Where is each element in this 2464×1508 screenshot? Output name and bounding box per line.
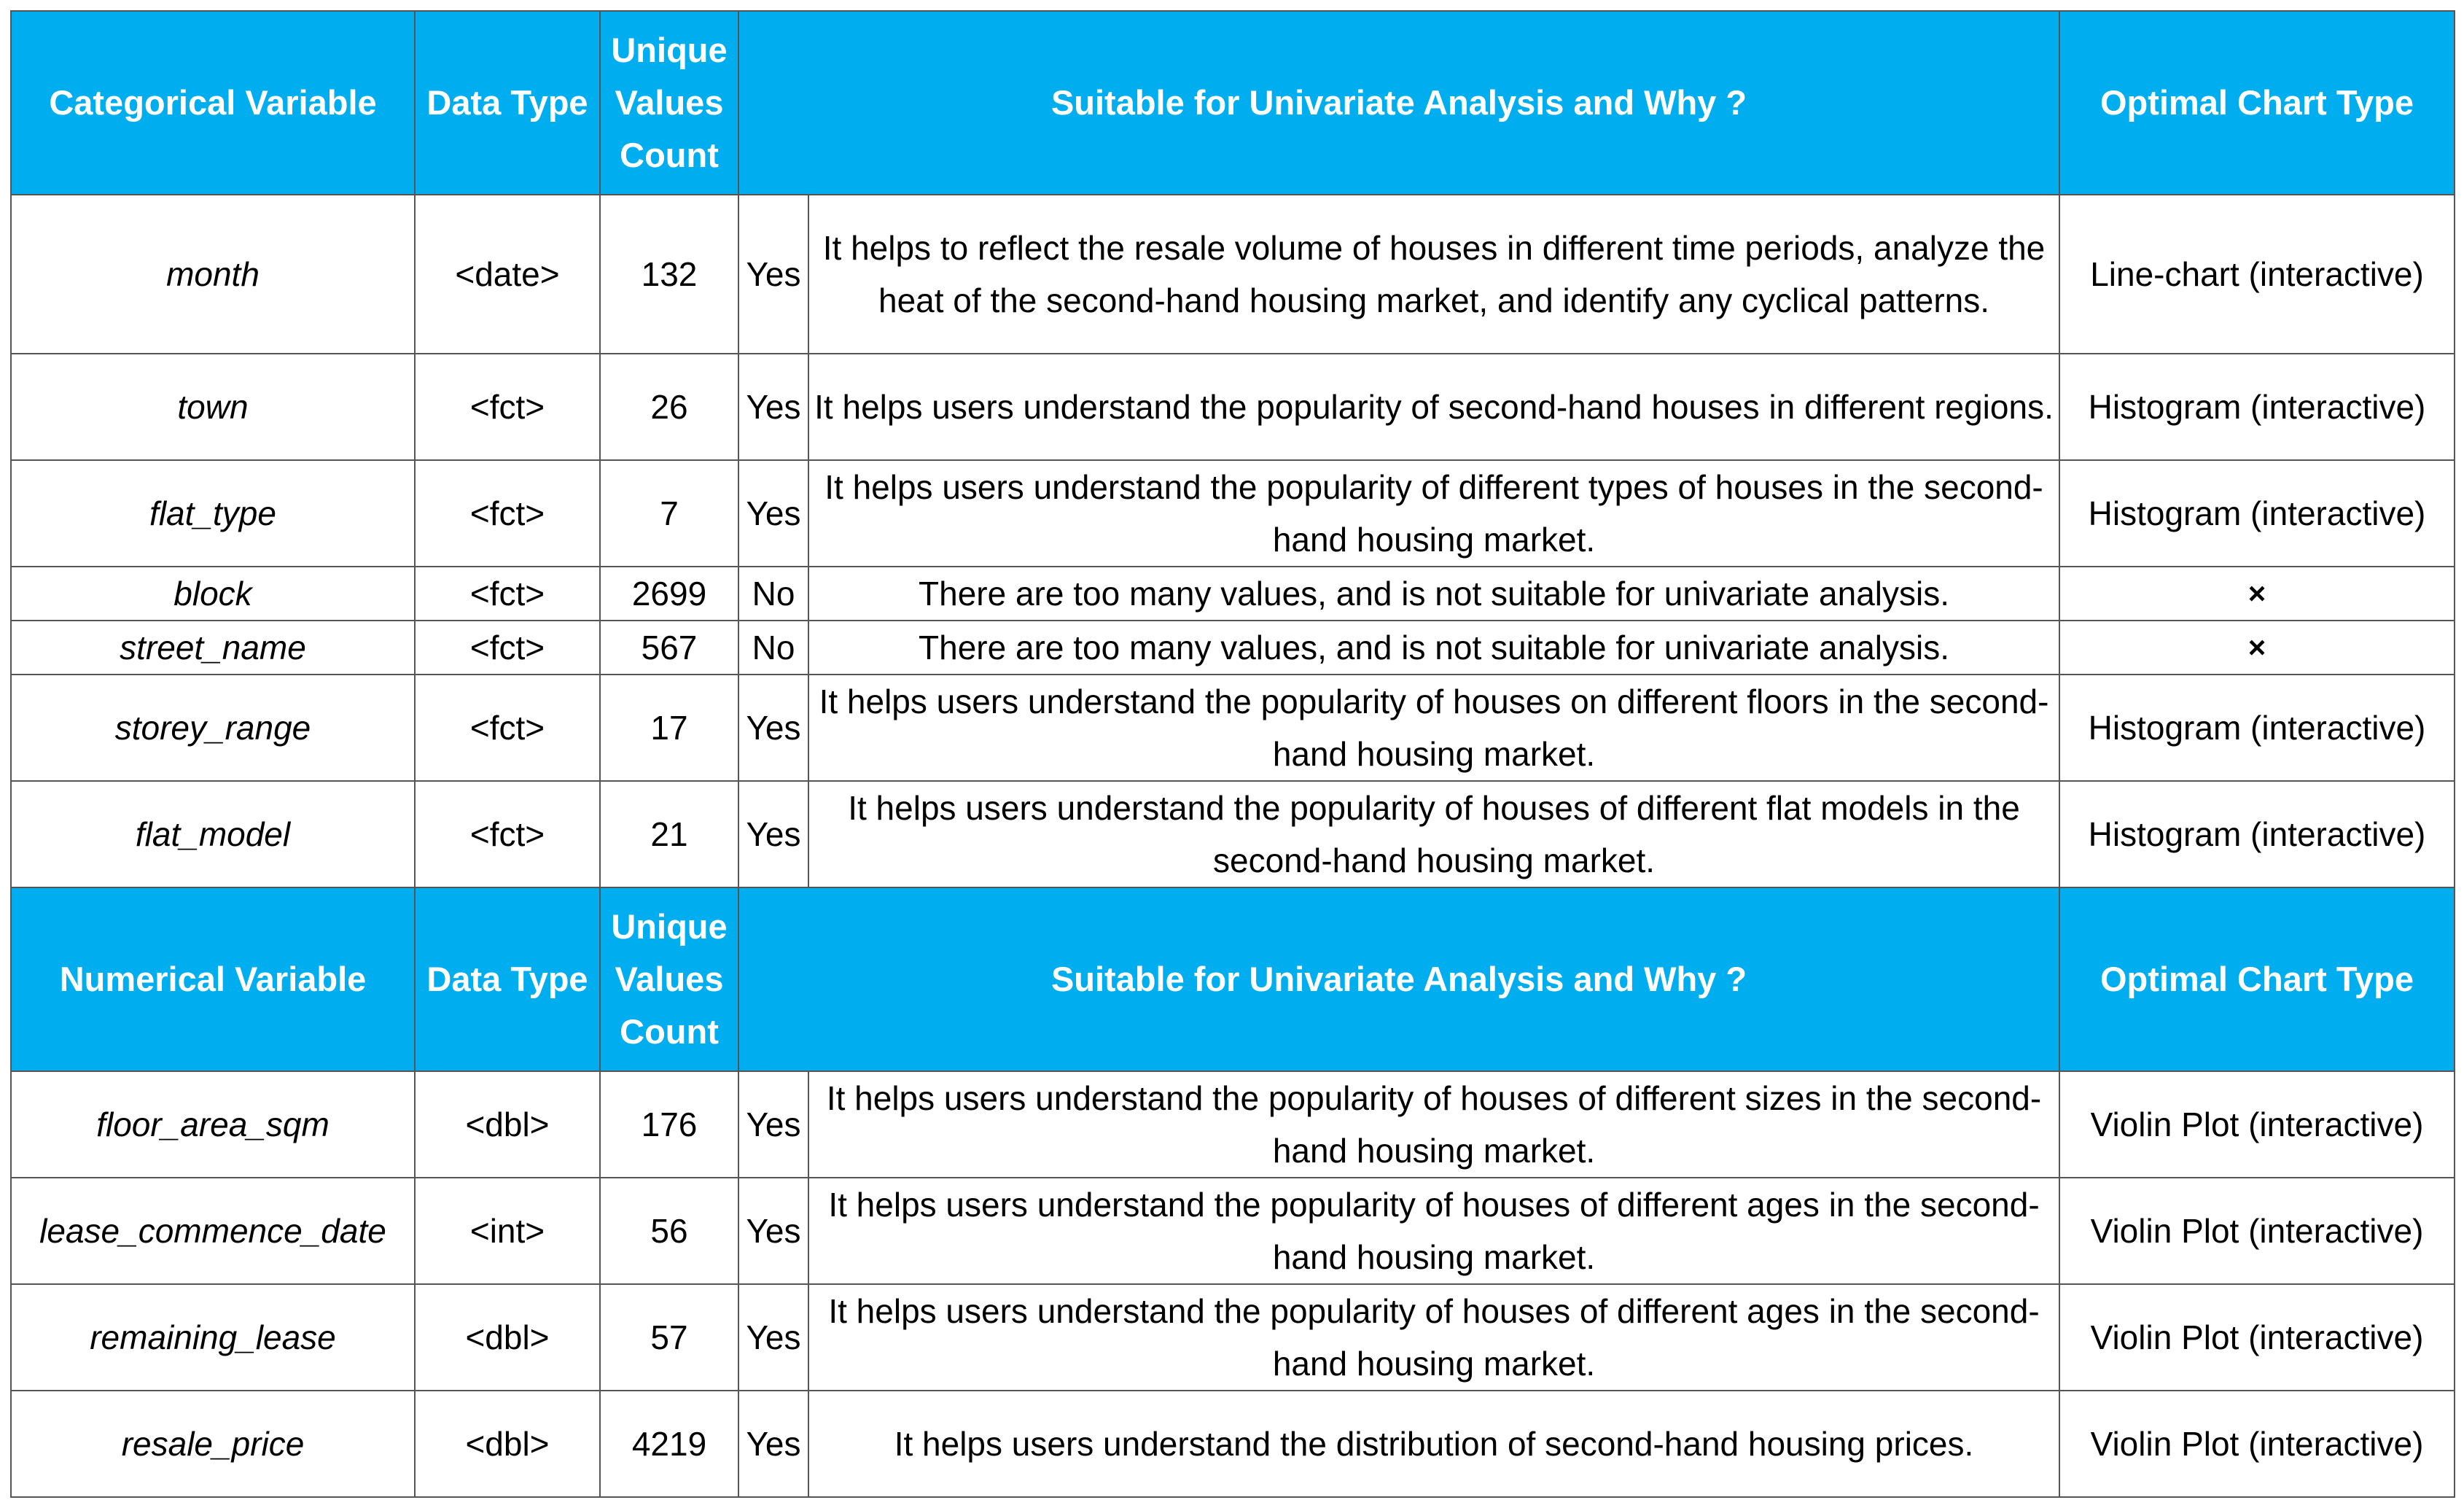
suitable-reason: It helps users understand the popularity…: [807, 1283, 2061, 1391]
variable-name: street_name: [10, 620, 416, 675]
table-row: lease_commence_date <int> 56 Yes It help…: [10, 1177, 2456, 1285]
unique-count: 132: [599, 194, 739, 354]
variable-name: remaining_lease: [10, 1283, 416, 1391]
suitable-reason: It helps users understand the popularity…: [807, 353, 2061, 461]
table-row: block <fct> 2699 No There are too many v…: [10, 566, 2456, 621]
unique-count: 567: [599, 620, 739, 675]
chart-type: Histogram (interactive): [2059, 674, 2456, 782]
chart-type: Violin Plot (interactive): [2059, 1070, 2456, 1178]
suitable-reason: There are too many values, and is not su…: [807, 620, 2061, 675]
chart-type: Histogram (interactive): [2059, 353, 2456, 461]
not-applicable-icon: ×: [2059, 620, 2456, 675]
header-numerical-variable: Numerical Variable: [10, 887, 416, 1072]
table-row: street_name <fct> 567 No There are too m…: [10, 620, 2456, 675]
data-type: <fct>: [414, 566, 601, 621]
data-type: <fct>: [414, 459, 601, 567]
data-type: <fct>: [414, 780, 601, 888]
suitable-flag: Yes: [738, 1390, 809, 1498]
header-unique-values-count: Unique Values Count: [599, 10, 739, 195]
unique-count: 4219: [599, 1390, 739, 1498]
variable-name: flat_model: [10, 780, 416, 888]
suitable-flag: Yes: [738, 1283, 809, 1391]
data-type: <fct>: [414, 620, 601, 675]
unique-count: 17: [599, 674, 739, 782]
data-type: <dbl>: [414, 1070, 601, 1178]
suitable-flag: Yes: [738, 459, 809, 567]
unique-count: 21: [599, 780, 739, 888]
table-row: flat_type <fct> 7 Yes It helps users und…: [10, 459, 2456, 567]
variable-name: resale_price: [10, 1390, 416, 1498]
unique-count: 26: [599, 353, 739, 461]
chart-type: Violin Plot (interactive): [2059, 1177, 2456, 1285]
data-type: <fct>: [414, 674, 601, 782]
variable-name: lease_commence_date: [10, 1177, 416, 1285]
table-row: flat_model <fct> 21 Yes It helps users u…: [10, 780, 2456, 888]
variable-name: block: [10, 566, 416, 621]
table-row: remaining_lease <dbl> 57 Yes It helps us…: [10, 1283, 2456, 1391]
unique-count: 57: [599, 1283, 739, 1391]
data-type: <dbl>: [414, 1283, 601, 1391]
unique-count: 2699: [599, 566, 739, 621]
table-row: storey_range <fct> 17 Yes It helps users…: [10, 674, 2456, 782]
suitable-reason: It helps users understand the popularity…: [807, 780, 2061, 888]
variable-summary-table-container: Categorical Variable Data Type Unique Va…: [10, 10, 2456, 1498]
header-categorical-variable: Categorical Variable: [10, 10, 416, 195]
header-data-type: Data Type: [414, 887, 601, 1072]
unique-count: 176: [599, 1070, 739, 1178]
suitable-flag: Yes: [738, 353, 809, 461]
variable-name: storey_range: [10, 674, 416, 782]
data-type: <date>: [414, 194, 601, 354]
unique-count: 7: [599, 459, 739, 567]
suitable-reason: It helps users understand the distributi…: [807, 1390, 2061, 1498]
table-row: resale_price <dbl> 4219 Yes It helps use…: [10, 1390, 2456, 1498]
chart-type: Violin Plot (interactive): [2059, 1283, 2456, 1391]
categorical-header-row: Categorical Variable Data Type Unique Va…: [10, 10, 2456, 195]
suitable-flag: Yes: [738, 1177, 809, 1285]
header-suitable-why: Suitable for Univariate Analysis and Why…: [737, 887, 2061, 1072]
table-row: town <fct> 26 Yes It helps users underst…: [10, 353, 2456, 461]
header-optimal-chart-type: Optimal Chart Type: [2059, 887, 2456, 1072]
chart-type: Histogram (interactive): [2059, 459, 2456, 567]
suitable-flag: Yes: [738, 780, 809, 888]
header-data-type: Data Type: [414, 10, 601, 195]
chart-type: Histogram (interactive): [2059, 780, 2456, 888]
variable-name: flat_type: [10, 459, 416, 567]
suitable-reason: It helps users understand the popularity…: [807, 1070, 2061, 1178]
variable-summary-table: Categorical Variable Data Type Unique Va…: [10, 10, 2456, 1498]
chart-type: Violin Plot (interactive): [2059, 1390, 2456, 1498]
chart-type: Line-chart (interactive): [2059, 194, 2456, 354]
data-type: <int>: [414, 1177, 601, 1285]
header-unique-values-count: Unique Values Count: [599, 887, 739, 1072]
unique-count: 56: [599, 1177, 739, 1285]
table-row: month <date> 132 Yes It helps to reflect…: [10, 194, 2456, 354]
suitable-flag: No: [738, 620, 809, 675]
variable-name: town: [10, 353, 416, 461]
variable-name: month: [10, 194, 416, 354]
not-applicable-icon: ×: [2059, 566, 2456, 621]
suitable-flag: Yes: [738, 194, 809, 354]
data-type: <fct>: [414, 353, 601, 461]
header-suitable-why: Suitable for Univariate Analysis and Why…: [737, 10, 2061, 195]
table-row: floor_area_sqm <dbl> 176 Yes It helps us…: [10, 1070, 2456, 1178]
variable-name: floor_area_sqm: [10, 1070, 416, 1178]
suitable-reason: It helps to reflect the resale volume of…: [807, 194, 2061, 354]
suitable-reason: It helps users understand the popularity…: [807, 674, 2061, 782]
suitable-flag: Yes: [738, 1070, 809, 1178]
numerical-header-row: Numerical Variable Data Type Unique Valu…: [10, 887, 2456, 1072]
data-type: <dbl>: [414, 1390, 601, 1498]
suitable-flag: No: [738, 566, 809, 621]
header-optimal-chart-type: Optimal Chart Type: [2059, 10, 2456, 195]
suitable-reason: It helps users understand the popularity…: [807, 459, 2061, 567]
suitable-flag: Yes: [738, 674, 809, 782]
suitable-reason: It helps users understand the popularity…: [807, 1177, 2061, 1285]
suitable-reason: There are too many values, and is not su…: [807, 566, 2061, 621]
